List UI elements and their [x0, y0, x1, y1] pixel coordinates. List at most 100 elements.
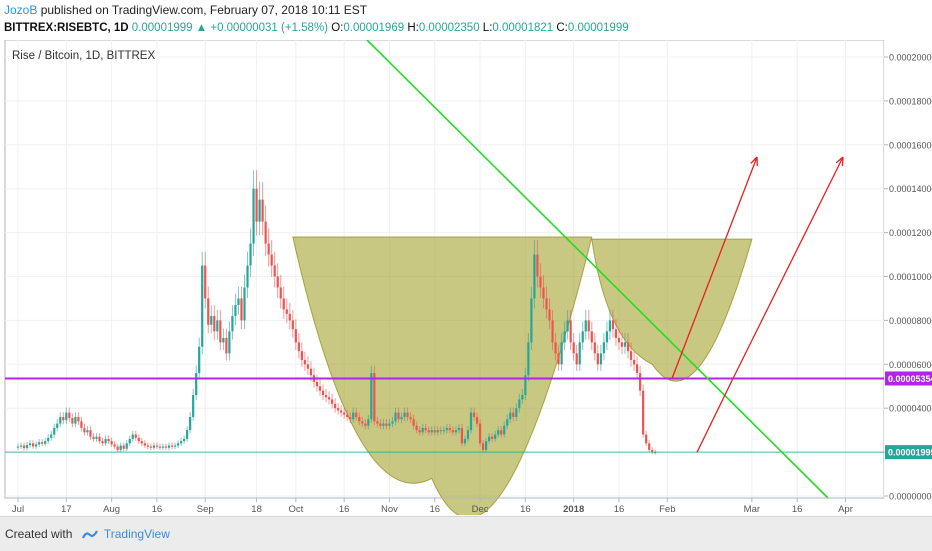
candle-body — [158, 446, 162, 448]
candle-body — [530, 298, 533, 343]
candle-body — [614, 329, 618, 338]
price-axis[interactable]: 0.00020000 0.00018000 0.00016000 0.00014000… — [884, 40, 932, 502]
current-price-tag: 0.00001999 — [888, 448, 932, 458]
candle-body — [639, 373, 642, 391]
candle-body — [300, 351, 303, 360]
support-price-tag: 0.00005354 — [888, 374, 932, 384]
price-chart[interactable]: 0.00020000 0.00018000 0.00016000 0.00014000… — [0, 39, 932, 519]
candle-body — [349, 416, 352, 420]
candle-body — [28, 443, 32, 446]
candle-body — [364, 423, 367, 426]
chart-title: Rise / Bitcoin, 1D, BITTREX — [12, 50, 156, 62]
candle-body — [572, 342, 575, 354]
current-price-tag-bg — [885, 445, 932, 460]
candle-body — [554, 342, 557, 354]
candle-body — [581, 331, 584, 343]
candle-body — [400, 416, 403, 420]
time-tick-label: 16 — [614, 504, 625, 515]
candle-body — [291, 320, 294, 330]
candle-body — [288, 313, 291, 321]
candle-body — [243, 287, 246, 321]
candle-body — [65, 412, 68, 421]
candle-body — [285, 309, 288, 314]
candle-body — [107, 438, 110, 442]
candle-body — [632, 359, 636, 365]
candle-body — [315, 381, 319, 387]
candle-body — [270, 254, 273, 266]
candle-body — [409, 416, 412, 420]
target-arrow-2 — [732, 156, 844, 379]
created-with: Created with TradingView — [5, 527, 170, 541]
high-value: 0.00002350 — [418, 22, 480, 34]
candle-body — [234, 305, 237, 317]
time-tick-label: Nov — [381, 504, 398, 515]
candle-body — [222, 337, 225, 343]
candle-body — [62, 416, 65, 421]
candle-body — [361, 421, 364, 424]
candle-body — [216, 320, 219, 332]
time-axis[interactable]: Jul 17 Aug 16 Sep 18 Oct 16 Nov 16 Dec 16 2018 16 Feb M… — [5, 497, 884, 515]
candle-body — [457, 427, 461, 431]
candle-body — [617, 337, 621, 343]
candle-body — [231, 316, 234, 332]
price-tick-label: 0.00012000 — [889, 228, 932, 238]
candle-body — [225, 337, 228, 354]
candle-body — [403, 412, 406, 417]
candle-body — [56, 423, 59, 428]
candle-body — [524, 375, 527, 396]
tradingview-brand[interactable]: TradingView — [103, 527, 170, 541]
candle-body — [445, 427, 448, 431]
candle-body — [261, 199, 264, 222]
candle-body — [47, 437, 50, 442]
candle-body — [297, 342, 300, 352]
candle-body — [478, 423, 482, 444]
time-tick-label: Mar — [744, 504, 760, 515]
price-tick-label: 0.00016000 — [889, 140, 932, 150]
candle-body — [170, 445, 174, 447]
candle-body — [167, 445, 171, 448]
created-with-label: Created with — [5, 527, 73, 541]
candle-body — [201, 265, 204, 347]
time-tick-label: 16 — [792, 504, 803, 515]
candle-body — [119, 445, 122, 450]
candle-body — [258, 199, 261, 222]
candle-body — [433, 430, 436, 433]
time-tick-label: Sep — [197, 504, 214, 515]
candle-body — [149, 446, 152, 448]
support-price-tag-bg — [885, 371, 932, 386]
candle-body — [116, 446, 119, 450]
price-axis-bg — [884, 40, 932, 498]
close-label: C: — [556, 22, 568, 34]
candle-body — [210, 316, 213, 325]
price-tick-label: 0.00004000 — [889, 404, 932, 414]
candle-body — [264, 221, 267, 244]
candle-body — [648, 443, 651, 450]
price-tick-label: 0.00010000 — [889, 272, 932, 282]
time-tick-label: 16 — [520, 504, 531, 515]
candle-body — [412, 419, 415, 426]
time-tick-label: Aug — [103, 504, 120, 515]
target-arrow-1 — [671, 156, 758, 379]
candle-body — [485, 441, 488, 450]
candle-body — [563, 331, 566, 343]
price-tick-label: 0.00014000 — [889, 184, 932, 194]
candle-body — [442, 430, 445, 432]
candles — [16, 170, 657, 455]
candle-body — [173, 445, 177, 447]
candle-body — [318, 386, 322, 391]
author-link[interactable]: JozoB — [4, 3, 38, 17]
time-tick-label: Dec — [472, 504, 489, 515]
footer: Created with TradingView — [0, 516, 932, 551]
candle-body — [439, 430, 442, 432]
candle-body — [189, 416, 192, 431]
candle-body — [35, 444, 38, 447]
candle-body — [98, 436, 101, 442]
candle-body — [204, 265, 207, 299]
time-tick-label: 18 — [251, 504, 262, 515]
chart-area[interactable]: 0.00020000 0.00018000 0.00016000 0.00014000… — [0, 39, 932, 519]
target-arrow-2-head — [835, 156, 844, 167]
candle-body — [608, 320, 612, 332]
publication-line: JozoB published on TradingView.com, Febr… — [4, 3, 367, 17]
candle-body — [16, 446, 20, 448]
descending-trendline — [366, 39, 829, 499]
